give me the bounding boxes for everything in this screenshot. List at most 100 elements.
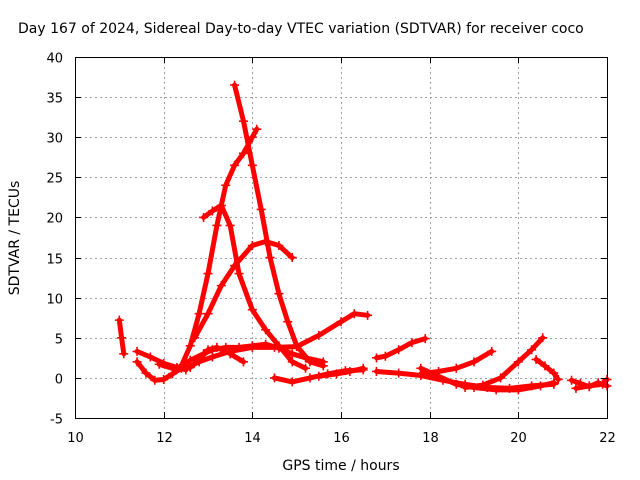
data-point [571,383,581,393]
data-point [176,361,186,371]
data-point [159,374,169,384]
data-point [460,383,470,393]
data-point [256,204,266,214]
data-point [154,359,164,369]
x-tick-label: 18 [422,431,439,446]
series-line [374,336,428,361]
y-tick-label: 10 [46,293,63,308]
series-pass-13 [371,334,430,363]
data-point [336,317,346,327]
data-point [487,346,497,356]
data-point [247,160,257,170]
data-point [292,341,302,351]
series-pass-12 [314,363,368,381]
data-point [225,220,235,230]
data-point [531,354,541,364]
data-point [394,368,404,378]
data-point [314,371,324,381]
data-point [194,355,204,365]
data-point [261,339,271,349]
data-point [194,309,204,319]
data-point [371,366,381,376]
data-point [496,373,506,383]
data-point [540,361,550,371]
data-point [274,341,284,351]
data-point [145,352,155,362]
y-tick-label: 20 [46,212,63,227]
data-point [212,342,222,352]
data-point [261,325,271,335]
data-point [491,385,501,395]
series-pass-17 [460,333,548,393]
data-point [434,371,444,381]
data-point [225,349,235,359]
data-point [265,253,275,263]
data-point [247,132,257,142]
data-point [252,124,262,134]
data-point [216,281,226,291]
data-point [287,377,297,387]
series-pass-1 [114,315,129,359]
x-axis-label: GPS time / hours [282,458,399,474]
data-point [190,333,200,343]
y-tick-label: -5 [50,413,63,428]
data-point [150,375,160,385]
data-point [287,253,297,263]
y-tick-label: 15 [46,253,63,268]
data-point [230,160,240,170]
data-point [407,338,417,348]
data-point [305,357,315,367]
data-point [203,345,213,355]
data-point [234,342,244,352]
x-tick-label: 10 [67,431,84,446]
series-line [316,365,366,379]
data-point [332,369,342,379]
data-point [132,357,142,367]
data-point [247,341,257,351]
data-point [283,317,293,327]
y-tick-label: 0 [55,373,63,388]
series-pass-6 [185,342,248,372]
series-line [232,82,326,369]
data-point [358,363,368,373]
data-point [221,180,231,190]
x-tick-label: 22 [599,431,616,446]
data-point [584,381,594,391]
data-point [141,368,151,378]
data-point [549,368,559,378]
data-point [420,334,430,344]
data-series [114,80,612,395]
data-point [270,373,279,383]
x-tick-label: 14 [244,431,261,446]
data-point [119,349,129,359]
data-point [451,379,461,389]
data-point [349,309,359,319]
data-point [274,241,284,251]
series-line [573,377,610,391]
x-tick-label: 20 [510,431,527,446]
data-point [394,345,404,355]
series-line [187,344,246,370]
grid-lines [75,57,607,418]
data-point [212,220,222,230]
data-point [185,362,195,372]
data-point [567,375,577,385]
data-point [247,305,257,315]
data-point [469,357,479,367]
y-tick-label: 35 [46,92,63,107]
data-point [371,353,381,363]
y-tick-label: 5 [55,333,63,348]
data-point [478,380,488,390]
y-tick-label: 30 [46,132,63,147]
data-point [234,269,244,279]
data-point [216,200,226,210]
series-pass-3 [132,357,186,385]
data-point [416,363,426,373]
series-pass-9 [199,200,311,373]
data-point [598,379,608,389]
x-tick-label: 12 [156,431,173,446]
y-tick-label: 40 [46,52,63,67]
series-line [201,202,308,371]
data-point [238,116,248,126]
